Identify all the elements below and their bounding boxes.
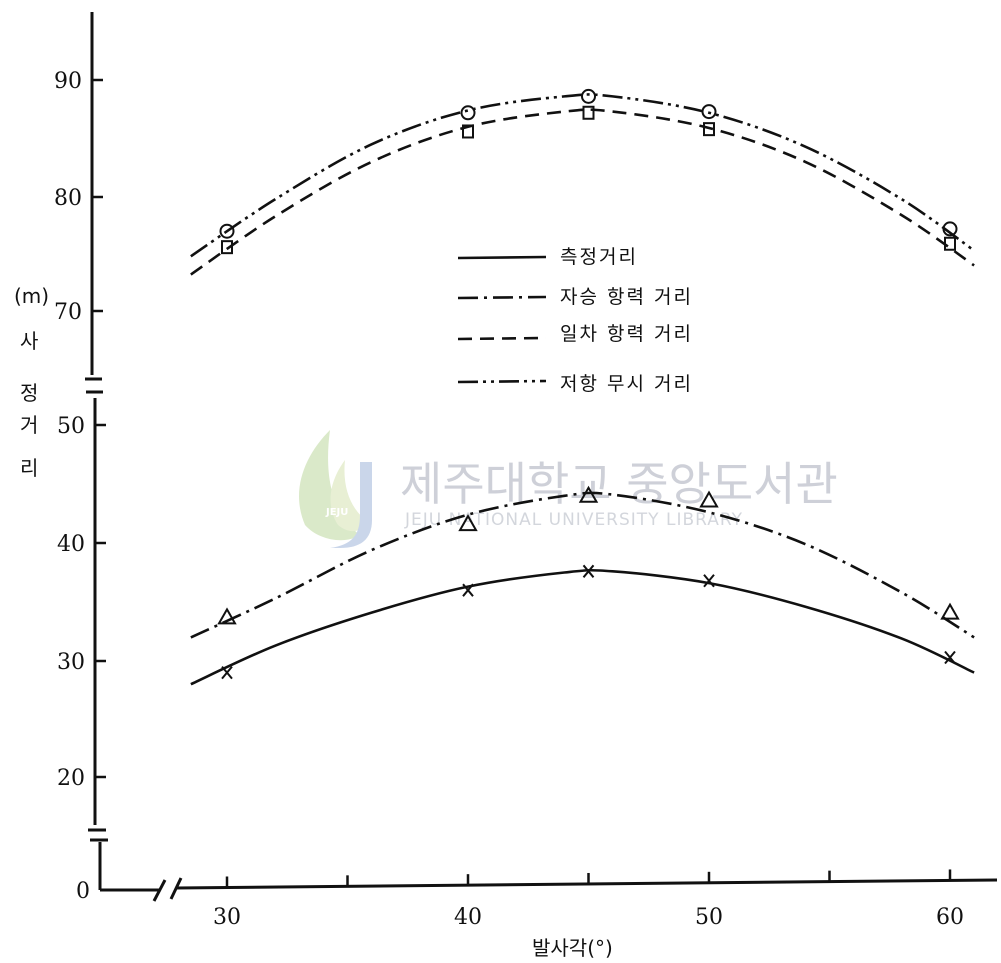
x-axis-break-marks <box>152 877 183 902</box>
y-tick-label: 70 <box>54 300 82 325</box>
y-tick-label: 0 <box>76 879 90 904</box>
data-point-x <box>703 574 715 588</box>
y-axis-label-char-1: 사 <box>20 329 38 353</box>
x-tick-label: 50 <box>695 905 723 930</box>
legend-item-no-drag: 저항 무시 거리 <box>457 373 693 395</box>
series-line <box>190 568 975 686</box>
data-point-triangle <box>578 485 599 503</box>
data-point-circle <box>942 221 958 237</box>
watermark-title: 제주대학교 중앙도서관 <box>400 457 838 511</box>
data-point-circle <box>460 105 476 121</box>
data-point-square <box>462 124 474 139</box>
y-axis <box>90 12 102 890</box>
y-axis-label-char-2: 정 <box>20 381 38 405</box>
data-point-square <box>582 105 595 120</box>
series-group <box>190 564 975 686</box>
library-watermark: JEJU 제주대학교 중앙도서관 JEJU NATIONAL UNIVERSIT… <box>299 430 838 548</box>
y-axis-break-marks <box>85 377 108 842</box>
series-group <box>190 88 975 258</box>
y-tick-label: 20 <box>57 766 85 791</box>
x-tick-label: 40 <box>454 905 482 930</box>
legend-label-linear-drag: 일차 항력 거리 <box>560 323 693 345</box>
y-ticks: 0 20 30 40 50 70 80 90 <box>54 69 106 904</box>
x-axis <box>100 878 998 892</box>
data-point-circle <box>701 104 717 120</box>
data-point-x <box>462 583 474 597</box>
data-point-triangle <box>940 602 960 620</box>
y-axis-label-char-4: 리 <box>20 456 38 480</box>
y-tick-label: 90 <box>54 69 82 94</box>
x-tick-label: 60 <box>936 905 964 930</box>
x-axis-title: 발사각(°) <box>532 936 613 960</box>
legend-swatch-dashed <box>457 336 547 341</box>
data-point-triangle <box>217 607 237 625</box>
y-tick-label: 40 <box>57 532 85 557</box>
series-line <box>190 93 975 258</box>
legend-item-measured: 측정거리 <box>457 246 638 268</box>
y-axis-unit: (m) <box>14 284 49 308</box>
data-point-circle <box>581 88 596 104</box>
data-point-triangle <box>458 514 478 532</box>
data-point-x <box>582 564 595 578</box>
legend-swatch-solid <box>457 255 547 260</box>
library-logo: JEJU <box>299 430 372 548</box>
series-line <box>190 491 975 639</box>
series-group <box>190 105 975 276</box>
y-tick-label: 80 <box>54 186 82 211</box>
legend: 측정거리 자승 항력 거리 일차 항력 거리 저항 무시 거리 <box>457 246 693 395</box>
legend-label-no-drag: 저항 무시 거리 <box>560 373 693 395</box>
legend-swatch-dashdotdot <box>457 379 547 384</box>
series-layer <box>190 88 975 686</box>
series-group <box>190 485 975 639</box>
legend-label-quadratic-drag: 자승 항력 거리 <box>560 286 693 308</box>
y-axis-title: (m) 사 정 거 리 <box>14 284 49 480</box>
data-point-x <box>944 650 956 665</box>
y-tick-label: 30 <box>57 650 85 675</box>
legend-item-quadratic-drag: 자승 항력 거리 <box>457 286 693 308</box>
legend-swatch-dashdot <box>457 295 547 300</box>
logo-text: JEJU <box>325 507 348 518</box>
x-tick-label: 30 <box>213 905 241 930</box>
y-tick-label: 50 <box>57 414 85 439</box>
watermark-subtitle: JEJU NATIONAL UNIVERSITY LIBRARY <box>404 510 743 530</box>
data-point-square <box>703 122 715 137</box>
legend-item-linear-drag: 일차 항력 거리 <box>457 323 693 345</box>
data-point-square <box>221 240 233 255</box>
data-point-x <box>221 665 233 680</box>
legend-label-measured: 측정거리 <box>560 246 638 268</box>
data-point-triangle <box>699 490 719 508</box>
y-axis-label-char-3: 거 <box>20 413 38 437</box>
x-ticks: 30 40 50 60 <box>213 869 964 930</box>
data-point-square <box>944 236 956 251</box>
data-point-circle <box>219 223 235 239</box>
